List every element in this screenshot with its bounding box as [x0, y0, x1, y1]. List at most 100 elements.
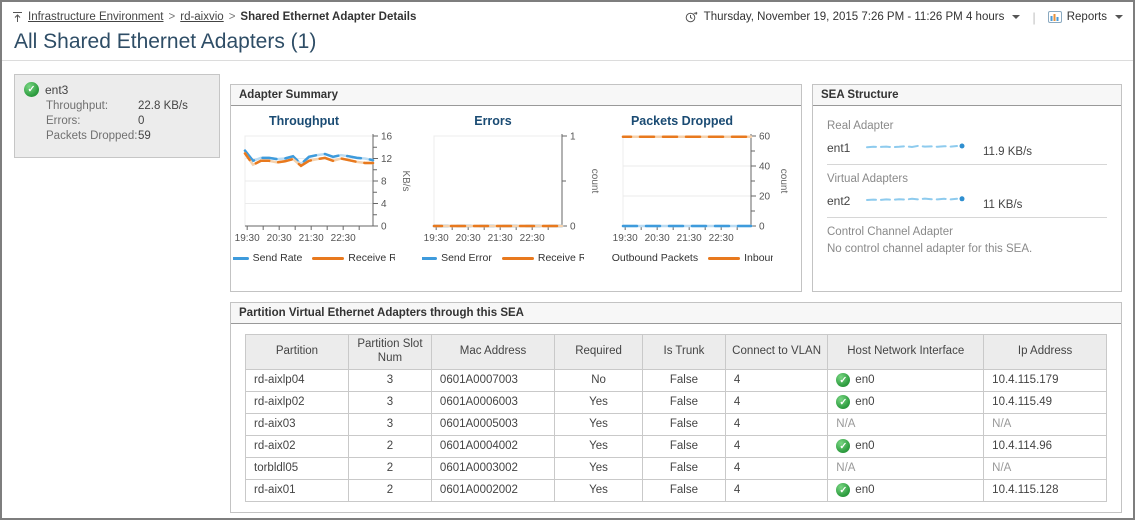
- svg-text:20: 20: [759, 192, 771, 203]
- svg-text:8: 8: [381, 177, 387, 188]
- cell-partition: rd-aix01: [245, 478, 349, 502]
- legend-item: Send Rate: [233, 252, 302, 264]
- partition-table-body: rd-aixlp0430601A0007003NoFalse4en010.4.1…: [245, 368, 1107, 502]
- cell-ip: 10.4.115.49: [983, 390, 1107, 414]
- column-header-host-network-interface: Host Network Interface: [827, 334, 985, 370]
- svg-text:19:30: 19:30: [235, 233, 260, 244]
- svg-text:20:30: 20:30: [267, 233, 292, 244]
- packets-dropped-chart: 0 20 40 60 count 19:30 20:30 21:30 22:30: [613, 132, 789, 245]
- svg-text:21:30: 21:30: [299, 233, 324, 244]
- adapter-metric-throughput: Throughput: 22.8 KB/s: [24, 100, 210, 112]
- svg-text:16: 16: [381, 132, 393, 143]
- adapter-metric-errors: Errors: 0: [24, 115, 210, 127]
- partition-table: Partition Partition Slot Num Mac Address Re…: [245, 334, 1107, 502]
- legend-label: Outbound Packets: [611, 252, 699, 264]
- legend-item: Receive Rate: [501, 252, 584, 264]
- sea-structure-body: Real Adapter ent1 11.9 KB/s Virtual Adap…: [813, 106, 1121, 270]
- chart-legend: Outbound Packets Inbound Pack: [611, 252, 773, 264]
- status-ok-icon: [24, 82, 39, 97]
- cell-mac: 0601A0003002: [430, 456, 556, 480]
- reports-menu[interactable]: Reports: [1047, 11, 1123, 23]
- breadcrumb-link-host[interactable]: rd-aixvio: [180, 11, 224, 23]
- time-range-label: Thursday, November 19, 2015 7:26 PM - 11…: [703, 11, 1005, 23]
- column-header-partition-slot-num: Partition Slot Num: [347, 334, 432, 370]
- partition-table-panel: Partition Virtual Ethernet Adapters thro…: [230, 302, 1122, 513]
- cell-slot: 2: [347, 434, 432, 458]
- legend-label: Send Error: [441, 252, 492, 264]
- reports-label: Reports: [1066, 11, 1107, 23]
- packets-dropped-chart-block: Packets Dropped 0 20 40 60 count 19:30 20:30 21:…: [611, 108, 799, 264]
- breadcrumb-link-infrastructure[interactable]: Infrastructure Environment: [28, 11, 164, 23]
- errors-chart: 0 1 count 19:30 20:30 21:30 22:30: [424, 132, 600, 245]
- clock-icon: [685, 11, 699, 24]
- cell-mac: 0601A0002002: [430, 478, 556, 502]
- svg-text:0: 0: [381, 222, 387, 233]
- drill-up-icon: [12, 11, 23, 23]
- legend-label: Receive Rate: [537, 252, 584, 264]
- legend-swatch: [312, 256, 345, 260]
- sea-adapter-value: 11.9 KB/s: [983, 146, 1033, 158]
- chart-title: Throughput: [268, 114, 340, 128]
- sea-section-label: Real Adapter: [827, 120, 894, 132]
- cell-required: Yes: [554, 456, 644, 480]
- table-row: rd-aix03 3 0601A0005003 Yes False 4 N/A N/A: [245, 412, 1107, 436]
- top-right-controls: Thursday, November 19, 2015 7:26 PM - 11…: [685, 10, 1123, 25]
- cell-ip: 10.4.114.96: [983, 434, 1107, 458]
- column-header-connect-to-vlan: Connect to VLAN: [724, 334, 829, 370]
- throughput-chart-block: Throughput 0 4 8 12 16 KB/s 19:30 20:30 21:30 22:3…: [233, 108, 421, 264]
- cell-mac: 0601A0005003: [430, 412, 556, 436]
- legend-item: Outbound Packets: [611, 252, 698, 264]
- breadcrumb-separator: >: [228, 11, 236, 23]
- svg-text:KB/s: KB/s: [400, 170, 411, 191]
- metric-label: Packets Dropped:: [46, 130, 138, 142]
- metric-value: 0: [138, 115, 145, 127]
- svg-text:60: 60: [759, 132, 771, 143]
- column-header-ip-address: Ip Address: [983, 334, 1107, 370]
- svg-text:22:30: 22:30: [331, 233, 356, 244]
- column-header-partition: Partition: [245, 334, 349, 370]
- table-row: torbldl05 2 0601A0003002 Yes False 4 N/A N/A: [245, 456, 1107, 480]
- errors-chart-block: Errors 0 1 count 19:30 20:30 21:30 22:30 Send Er…: [422, 108, 610, 264]
- adapter-list-item-ent3[interactable]: ent3 Throughput: 22.8 KB/s Errors: 0 Pac…: [14, 74, 220, 158]
- panel-title: Partition Virtual Ethernet Adapters thro…: [231, 303, 1121, 324]
- cell-slot: 3: [347, 390, 432, 414]
- time-range-selector[interactable]: Thursday, November 19, 2015 7:26 PM - 11…: [685, 11, 1021, 24]
- sea-section-virtual-adapters: Virtual Adapters ent2 11 KB/s: [827, 164, 1107, 217]
- cell-vlan: 4: [724, 478, 829, 502]
- legend-item: Send Error: [422, 252, 492, 264]
- top-bar: Infrastructure Environment > rd-aixvio >…: [2, 2, 1133, 32]
- cell-vlan: 4: [724, 368, 829, 392]
- toolbar-divider: |: [1032, 9, 1036, 25]
- cell-mac: 0601A0007003: [430, 368, 556, 392]
- charts-row: Throughput 0 4 8 12 16 KB/s 19:30 20:30 21:30 22:3…: [231, 106, 801, 264]
- reports-icon: [1047, 11, 1062, 23]
- cell-mac: 0601A0006003: [430, 390, 556, 414]
- cell-required: Yes: [554, 412, 644, 436]
- cell-slot: 2: [347, 456, 432, 480]
- legend-label: Send Rate: [252, 252, 303, 264]
- chevron-down-icon: [1115, 15, 1123, 19]
- svg-text:1: 1: [570, 132, 576, 143]
- breadcrumb: Infrastructure Environment > rd-aixvio >…: [12, 11, 416, 23]
- cell-host_if: en0: [827, 434, 985, 458]
- host-interface-name: en0: [855, 440, 875, 453]
- cell-vlan: 4: [724, 456, 829, 480]
- cell-is_trunk: False: [642, 390, 726, 414]
- chart-legend: Send Error Receive Rate: [422, 252, 584, 264]
- svg-text:21:30: 21:30: [677, 233, 702, 244]
- cell-partition: torbldl05: [245, 456, 349, 480]
- cell-vlan: 4: [724, 390, 829, 414]
- sea-section-text: No control channel adapter for this SEA.: [827, 243, 1033, 255]
- cell-vlan: 4: [724, 434, 829, 458]
- metric-label: Throughput:: [46, 100, 109, 112]
- legend-item: Inbound Pack: [708, 252, 773, 264]
- legend-swatch: [422, 256, 438, 260]
- cell-is_trunk: False: [642, 456, 726, 480]
- legend-swatch: [708, 256, 741, 260]
- adapter-name: ent3: [45, 82, 69, 97]
- sea-section-label: Virtual Adapters: [827, 173, 908, 185]
- sea-section-real-adapter: Real Adapter ent1 11.9 KB/s: [827, 112, 1107, 164]
- legend-swatch: [233, 256, 249, 260]
- column-header-is-trunk: Is Trunk: [642, 334, 726, 370]
